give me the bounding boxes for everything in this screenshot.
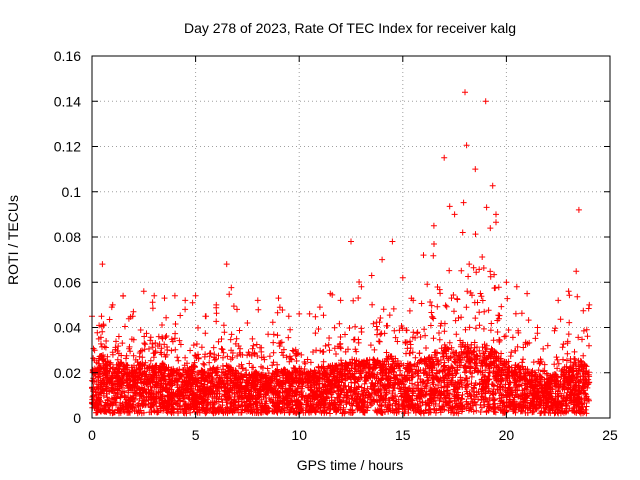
y-tick-label: 0.12 [54,139,81,155]
y-tick-label: 0.14 [54,93,81,109]
x-tick-label: 5 [192,427,200,443]
y-tick-label: 0.16 [54,48,81,64]
x-tick-label: 25 [602,427,618,443]
x-axis-label: GPS time / hours [297,457,404,473]
grid-lines [92,56,610,418]
data-points [89,89,593,417]
x-tick-label: 15 [395,427,411,443]
x-tick-label: 20 [499,427,515,443]
y-tick-labels: 0 0.02 0.04 0.06 0.08 0.1 0.12 0.14 0.16 [54,48,81,426]
y-tick-label: 0.06 [54,274,81,290]
chart-title: Day 278 of 2023, Rate Of TEC Index for r… [184,20,516,36]
y-axis-label: ROTI / TECUs [5,195,21,285]
roti-points [89,89,593,417]
y-tick-label: 0.02 [54,365,81,381]
y-tick-label: 0 [73,410,81,426]
y-tick-label: 0.04 [54,320,81,336]
y-tick-label: 0.08 [54,229,81,245]
y-tick-label: 0.1 [62,184,82,200]
x-tick-labels: 0 5 10 15 20 25 [88,427,618,443]
x-tick-label: 0 [88,427,96,443]
x-tick-label: 10 [291,427,307,443]
axis-ticks [91,55,611,419]
